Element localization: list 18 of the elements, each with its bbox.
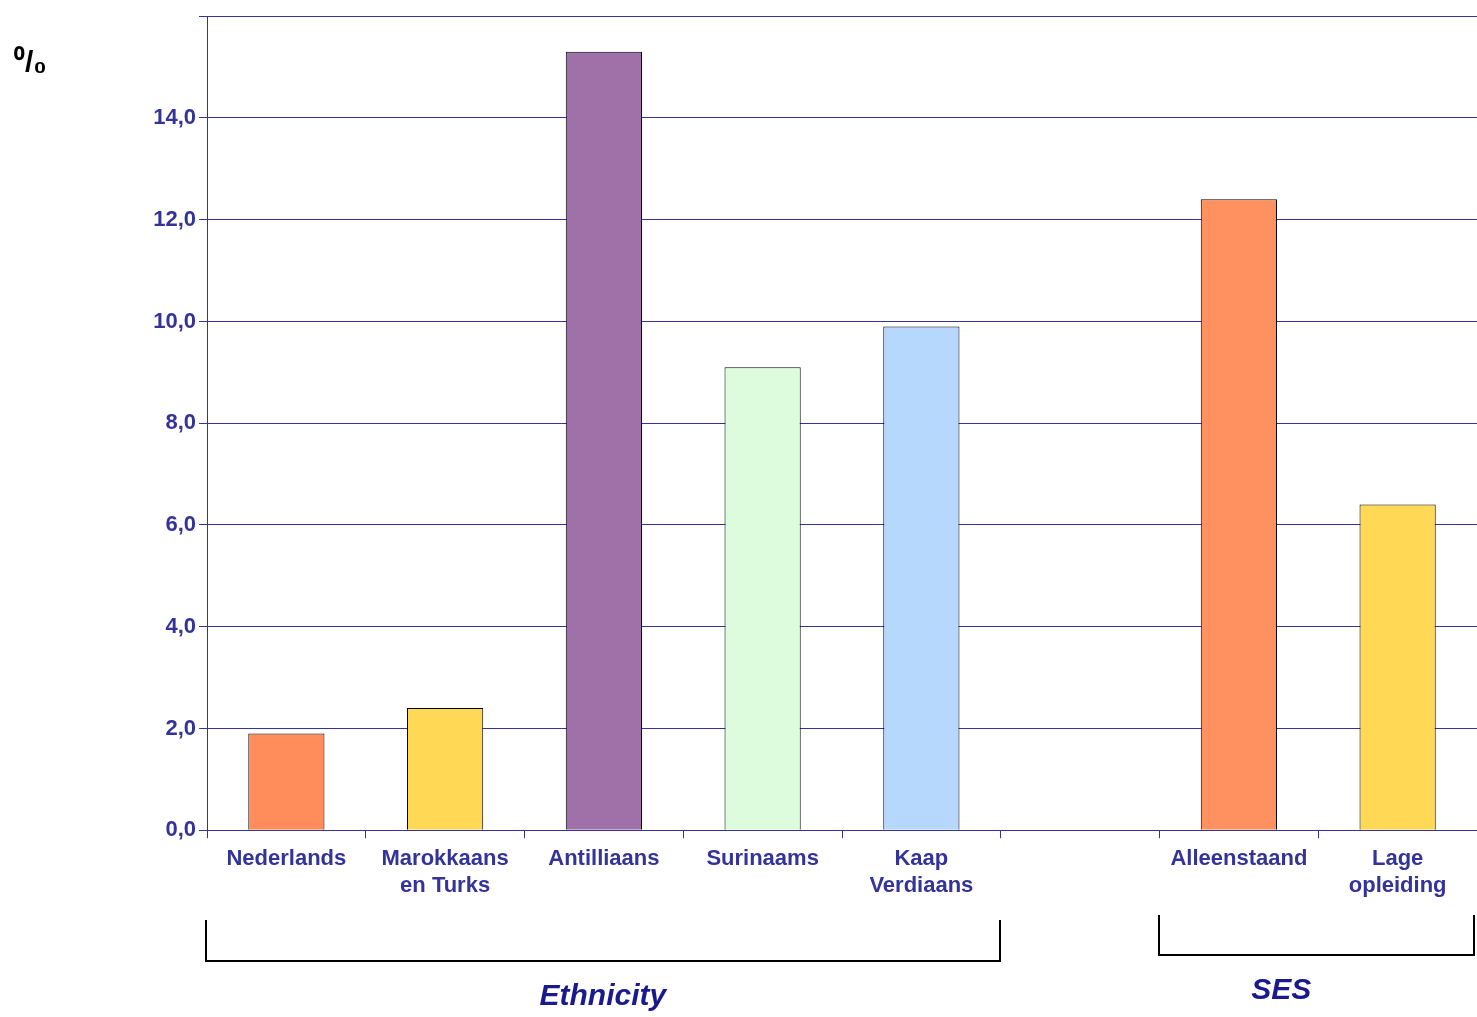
y-tick-label: 14,0 — [153, 104, 196, 130]
y-tick-label: 12,0 — [153, 205, 196, 231]
text: Ethnicity — [539, 978, 667, 1012]
y-tick-label: 0,0 — [165, 816, 196, 842]
x-tick-label: Antilliaans — [548, 845, 660, 871]
y-axis-title: ⁰/₀ — [14, 44, 47, 80]
y-tick-label: 10,0 — [153, 307, 196, 333]
x-tick-label: Marokkaans en Turks — [381, 845, 509, 897]
text: SES — [1251, 972, 1312, 1006]
x-tick-label: Surinaams — [706, 845, 819, 871]
y-tick-label: 2,0 — [165, 714, 196, 740]
y-tick-label: 6,0 — [165, 511, 196, 537]
y-tick-label: 8,0 — [165, 409, 196, 435]
x-tick-label: Alleenstaand — [1170, 845, 1308, 871]
x-tick-label: Nederlands — [226, 845, 347, 871]
x-tick-label: Lage opleiding — [1348, 845, 1447, 897]
y-tick-label: 4,0 — [165, 612, 196, 638]
x-tick-label: Kaap Verdiaans — [869, 845, 974, 897]
